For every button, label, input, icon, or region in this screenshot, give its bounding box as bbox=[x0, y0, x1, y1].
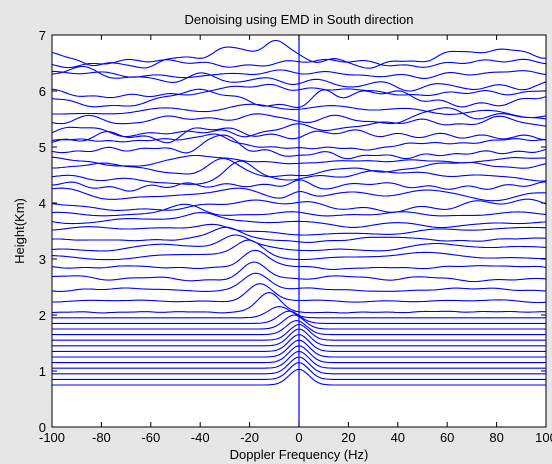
y-tick-label: 3 bbox=[39, 252, 46, 267]
x-tick-label: 40 bbox=[391, 430, 405, 445]
x-axis-label: Doppler Frequency (Hz) bbox=[230, 447, 369, 462]
x-tick-label: -80 bbox=[92, 430, 111, 445]
x-tick-label: -40 bbox=[191, 430, 210, 445]
y-tick-label: 4 bbox=[39, 196, 46, 211]
x-tick-label: -20 bbox=[240, 430, 259, 445]
x-tick-label: 100 bbox=[535, 430, 552, 445]
x-tick-label: 60 bbox=[440, 430, 454, 445]
x-tick-label: -60 bbox=[141, 430, 160, 445]
y-tick-label: 0 bbox=[39, 420, 46, 435]
y-tick-label: 1 bbox=[39, 364, 46, 379]
x-tick-label: 20 bbox=[341, 430, 355, 445]
y-tick-label: 6 bbox=[39, 84, 46, 99]
y-tick-label: 7 bbox=[39, 28, 46, 43]
y-tick-label: 2 bbox=[39, 308, 46, 323]
x-tick-label: 0 bbox=[295, 430, 302, 445]
x-tick-label: 80 bbox=[489, 430, 503, 445]
chart-title: Denoising using EMD in South direction bbox=[184, 12, 413, 27]
y-tick-label: 5 bbox=[39, 140, 46, 155]
y-axis-label: Height(Km) bbox=[12, 198, 27, 264]
